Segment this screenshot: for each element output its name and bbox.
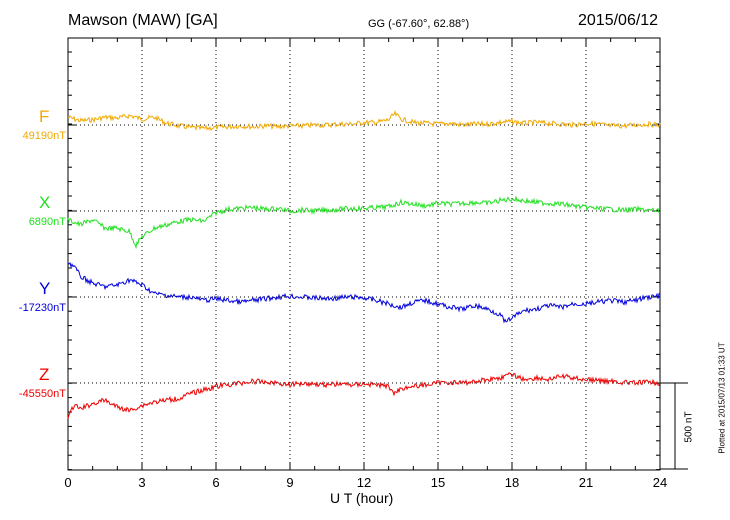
- component-label-x: X: [39, 193, 51, 212]
- x-tick-label-1: 3: [138, 475, 145, 490]
- component-baseline-y: -17230nT: [18, 302, 66, 314]
- geographic-coordinates: GG (-67.60°, 62.88°): [368, 18, 470, 30]
- x-tick-label-4: 12: [357, 475, 371, 490]
- x-axis-label: U T (hour): [330, 490, 394, 506]
- trace-f: [67, 109, 661, 132]
- x-tick-label-0: 0: [64, 475, 71, 490]
- x-tick-label-8: 24: [653, 475, 667, 490]
- plot-date: 2015/06/12: [578, 12, 659, 29]
- component-baseline-x: 6890nT: [28, 216, 66, 228]
- x-tick-label-5: 15: [431, 475, 445, 490]
- x-tick-label-3: 9: [286, 475, 293, 490]
- x-tick-label-6: 18: [505, 475, 519, 490]
- trace-x: [67, 195, 661, 250]
- trace-y: [67, 262, 661, 324]
- x-tick-label-7: 21: [579, 475, 593, 490]
- component-label-z: Z: [39, 365, 50, 384]
- trace-z: [67, 372, 661, 419]
- component-label-y: Y: [39, 279, 51, 298]
- component-label-f: F: [39, 107, 50, 126]
- component-baseline-f: 49190nT: [22, 130, 66, 142]
- component-baseline-z: -45550nT: [18, 388, 66, 400]
- x-tick-label-2: 6: [212, 475, 219, 490]
- station-title: Mawson (MAW) [GA]: [68, 12, 218, 29]
